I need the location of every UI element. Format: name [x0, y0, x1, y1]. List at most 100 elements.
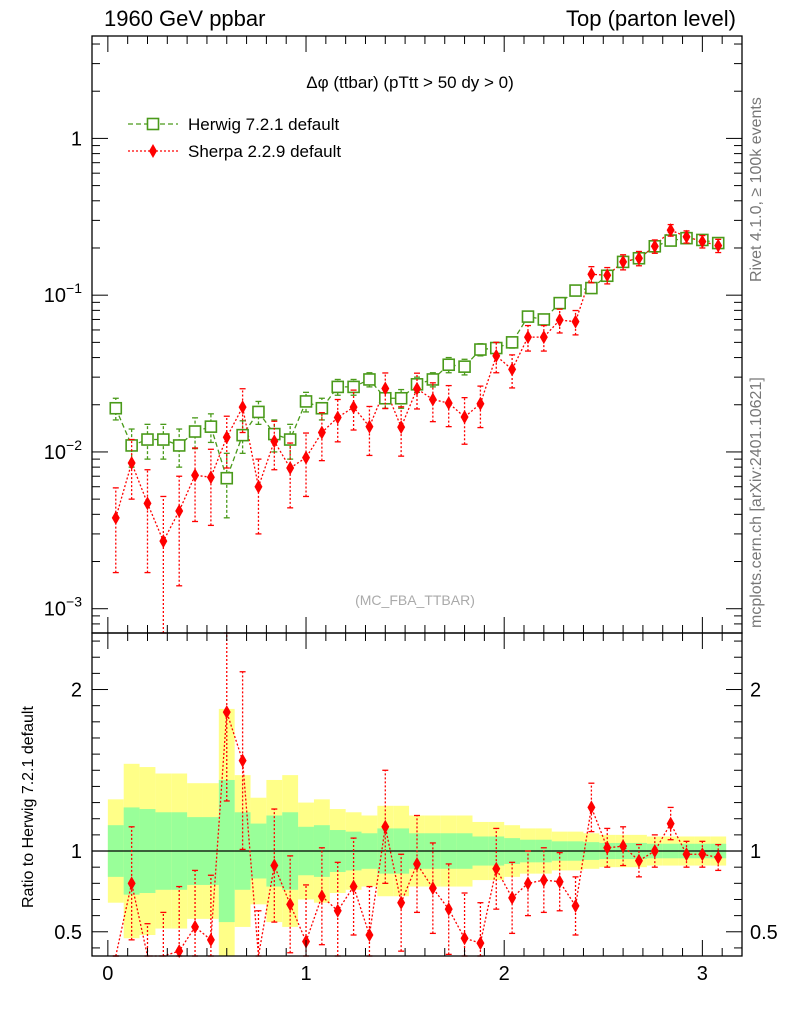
herwig-point — [283, 433, 297, 446]
sherpa-point — [381, 381, 390, 396]
x-tick-label: 2 — [499, 963, 510, 985]
sherpa-ratio-point — [523, 876, 532, 891]
sherpa-ratio-point — [206, 932, 215, 947]
herwig-point — [442, 358, 456, 372]
herwig-point — [553, 296, 566, 310]
sherpa-point — [714, 238, 723, 253]
sherpa-point — [191, 468, 200, 483]
sherpa-ratio-point — [413, 856, 421, 871]
sherpa-point — [413, 381, 421, 396]
herwig-point — [299, 395, 313, 408]
herwig-point — [331, 380, 345, 394]
header-energy: 1960 GeV ppbar — [104, 6, 266, 31]
ratio-y-tick-label-right: 1 — [750, 841, 761, 863]
sherpa-ratio-point — [555, 874, 564, 889]
herwig-point — [141, 433, 154, 446]
sherpa-point — [571, 314, 580, 329]
sherpa-ratio-point — [127, 876, 136, 891]
sherpa-ratio-point — [650, 844, 659, 859]
herwig-point — [109, 401, 123, 415]
herwig-point — [157, 433, 170, 446]
sherpa-ratio-point — [460, 931, 469, 946]
sherpa-point — [508, 362, 517, 377]
herwig-point — [505, 336, 519, 349]
sherpa-ratio-line — [115, 711, 719, 957]
sherpa-point — [476, 396, 485, 411]
sherpa-point — [317, 425, 326, 440]
sherpa-point — [492, 348, 501, 363]
herwig-point — [394, 391, 408, 405]
sherpa-point — [666, 223, 675, 238]
herwig-point — [363, 373, 376, 386]
ratio-y-tick-label: 1 — [71, 841, 82, 863]
sherpa-point — [127, 456, 136, 471]
sherpa-ratio-point — [286, 897, 295, 912]
sherpa-ratio-point — [428, 881, 437, 896]
sherpa-ratio-point — [365, 928, 374, 943]
sherpa-ratio-point — [619, 839, 628, 854]
herwig-point — [204, 420, 218, 433]
sherpa-ratio-point — [238, 753, 247, 768]
sherpa-point — [698, 234, 707, 249]
legend-herwig-label: Herwig 7.2.1 default — [188, 115, 339, 134]
sherpa-ratio-point — [333, 903, 342, 918]
legend-herwig-marker — [146, 117, 160, 131]
sherpa-ratio-point — [571, 898, 580, 913]
herwig-point — [252, 405, 265, 419]
sherpa-point — [650, 239, 659, 254]
legend-sherpa-label: Sherpa 2.2.9 default — [188, 142, 341, 161]
herwig-series-line — [115, 237, 719, 481]
sherpa-ratio-point — [634, 853, 643, 868]
sherpa-point — [143, 496, 152, 511]
herwig-point — [236, 428, 249, 442]
sherpa-point — [111, 510, 120, 525]
herwig-point — [474, 343, 487, 356]
sherpa-point — [539, 330, 548, 345]
sherpa-point — [619, 254, 628, 269]
sherpa-ratio-point — [191, 919, 200, 934]
sherpa-point — [365, 419, 374, 434]
ratio-y-axis-label: Ratio to Herwig 7.2.1 default — [20, 706, 37, 908]
sherpa-series-line — [115, 229, 719, 543]
sherpa-point — [270, 434, 279, 449]
sherpa-ratio-point — [270, 858, 279, 873]
sherpa-point — [254, 479, 263, 494]
ratio-y-tick-label-right: 2 — [750, 680, 761, 702]
sherpa-ratio-point — [476, 936, 485, 951]
sherpa-point — [460, 410, 469, 425]
main-y-tick-label: 1 — [71, 128, 82, 150]
x-tick-label: 3 — [697, 963, 708, 985]
chart-title: Δφ (ttbar) (pTtt > 50 dy > 0) — [306, 73, 514, 92]
sherpa-ratio-point — [349, 879, 358, 894]
sherpa-ratio-point — [698, 847, 707, 862]
sherpa-point — [603, 268, 612, 283]
header-process: Top (parton level) — [566, 6, 736, 31]
x-tick-label: 0 — [102, 963, 113, 985]
sherpa-ratio-point — [381, 819, 390, 834]
sherpa-ratio-point — [492, 861, 501, 876]
sherpa-ratio-point — [666, 816, 675, 831]
herwig-point — [458, 360, 471, 373]
legend-sherpa-marker — [149, 144, 157, 158]
ratio-y-tick-label: 0.5 — [54, 922, 82, 944]
sherpa-point — [349, 400, 358, 415]
sherpa-point — [682, 229, 691, 244]
mcplots-reference-label: mcplots.cern.ch [arXiv:2401.10621] — [748, 377, 765, 628]
sherpa-ratio-point — [317, 889, 326, 904]
herwig-point — [315, 401, 329, 415]
x-tick-label: 1 — [300, 963, 311, 985]
ratio-plot-frame — [91, 632, 743, 957]
herwig-point — [569, 284, 582, 297]
sherpa-ratio-point — [397, 895, 406, 910]
sherpa-ratio-point — [175, 944, 184, 959]
ratio-y-tick-label-right: 0.5 — [750, 922, 778, 944]
sherpa-point — [555, 313, 564, 328]
main-y-tick-label: 10−1 — [44, 280, 82, 307]
sherpa-point — [523, 330, 532, 345]
sherpa-ratio-point — [714, 850, 723, 865]
ratio-y-tick-label: 2 — [71, 680, 82, 702]
sherpa-point — [175, 504, 184, 519]
sherpa-point — [397, 420, 406, 435]
rivet-version-label: Rivet 4.1.0, ≥ 100k events — [748, 97, 765, 282]
